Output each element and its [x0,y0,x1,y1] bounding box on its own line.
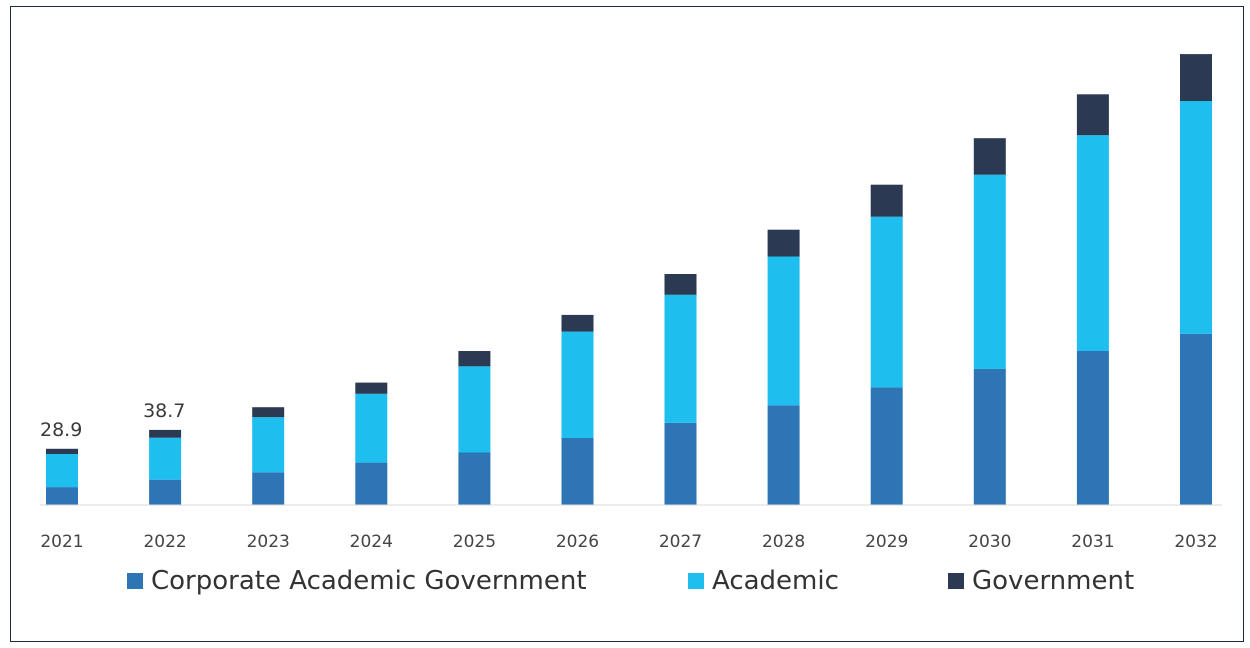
data-label-2021: 28.9 [40,419,82,441]
bar-government-2022 [149,429,182,438]
legend: Corporate Academic Government Academic Gov… [0,563,1250,599]
bar-corporate-academic-government-2026 [561,438,594,505]
legend-swatch-corporate-academic-government [127,573,143,589]
x-tick-label-2027: 2027 [659,532,702,552]
bar-academic-2023 [252,417,285,473]
legend-label-academic: Academic [712,566,839,596]
bar-corporate-academic-government-2022 [149,479,182,505]
bar-academic-2021 [46,454,78,488]
bar-government-2023 [252,407,285,418]
x-tick-label-2031: 2031 [1071,532,1114,552]
bar-government-2030 [973,138,1006,175]
bar-academic-2025 [458,366,491,453]
bar-government-2029 [870,184,903,217]
bar-government-2025 [458,351,491,367]
x-tick-label-2032: 2032 [1174,532,1217,552]
x-tick-label-2026: 2026 [556,532,599,552]
x-tick-label-2022: 2022 [143,532,186,552]
bar-corporate-academic-government-2024 [355,462,388,505]
x-tick-label-2021: 2021 [40,532,83,552]
bar-government-2026 [561,314,594,332]
bar-government-2031 [1076,94,1109,136]
bar-academic-2032 [1180,101,1212,334]
bar-corporate-academic-government-2025 [458,452,491,505]
x-tick-label-2030: 2030 [968,532,1011,552]
bar-corporate-academic-government-2030 [973,368,1006,505]
bar-corporate-academic-government-2031 [1076,351,1109,505]
bar-corporate-academic-government-2023 [252,472,285,505]
legend-item-government: Government [948,563,1134,599]
data-labels: 28.9 38.7 [40,400,185,441]
x-tick-label-2025: 2025 [453,532,496,552]
bar-academic-2024 [355,393,388,463]
legend-swatch-government [948,573,964,589]
bar-corporate-academic-government-2027 [664,422,697,505]
x-tick-label-2028: 2028 [762,532,805,552]
legend-item-corporate-academic-government: Corporate Academic Government [127,563,587,599]
bar-academic-2026 [561,331,594,438]
bar-corporate-academic-government-2032 [1180,333,1212,505]
bar-academic-2022 [149,437,182,480]
bar-academic-2029 [870,216,903,388]
legend-label-corporate-academic-government: Corporate Academic Government [151,566,587,596]
legend-label-government: Government [972,566,1135,596]
bar-corporate-academic-government-2028 [767,405,800,505]
x-tick-label-2029: 2029 [865,532,908,552]
bar-corporate-academic-government-2029 [870,387,903,505]
bar-academic-2028 [767,256,800,406]
bar-government-2024 [355,382,388,394]
legend-swatch-academic [688,573,704,589]
data-label-2022: 38.7 [143,400,185,422]
bar-government-2021 [46,448,78,454]
bar-corporate-academic-government-2021 [46,487,78,505]
bar-academic-2031 [1076,135,1109,351]
chart-frame [10,6,1244,642]
bar-government-2032 [1180,54,1212,101]
x-tick-label-2023: 2023 [247,532,290,552]
bar-government-2028 [767,229,800,257]
x-tick-label-2024: 2024 [350,532,393,552]
x-tick-labels: 2021 2022 2023 2024 2025 2026 2027 2028 2029 2030… [40,532,1217,552]
bar-academic-2030 [973,174,1006,369]
legend-item-academic: Academic [688,563,839,599]
bar-academic-2027 [664,294,697,423]
bars-group [46,54,1212,505]
bar-government-2027 [664,274,697,295]
